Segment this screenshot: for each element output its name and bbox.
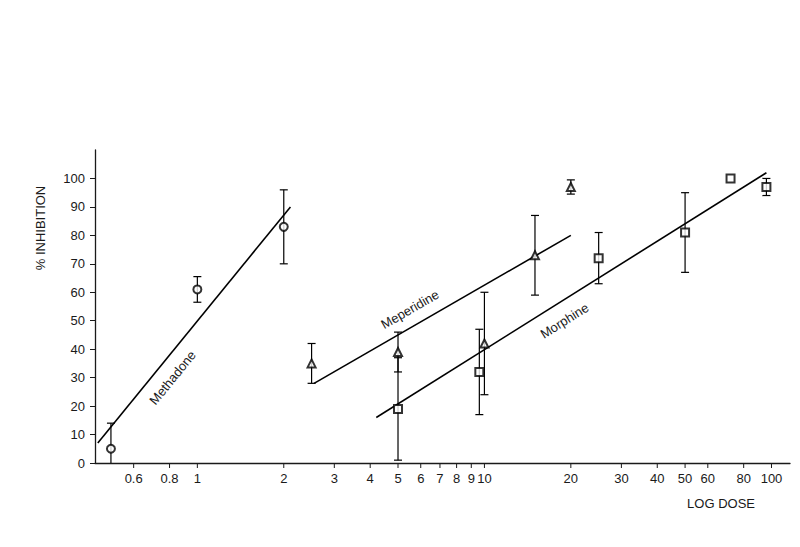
svg-text:20: 20: [564, 471, 578, 486]
svg-text:1: 1: [194, 471, 201, 486]
svg-text:6: 6: [417, 471, 424, 486]
svg-text:0.6: 0.6: [125, 471, 143, 486]
svg-text:30: 30: [71, 370, 85, 385]
svg-text:80: 80: [71, 228, 85, 243]
svg-text:% INHIBITION: % INHIBITION: [33, 186, 48, 271]
svg-text:Methadone: Methadone: [146, 348, 199, 408]
svg-text:60: 60: [701, 471, 715, 486]
svg-text:60: 60: [71, 285, 85, 300]
svg-text:2: 2: [280, 471, 287, 486]
svg-text:40: 40: [650, 471, 664, 486]
svg-text:50: 50: [678, 471, 692, 486]
svg-text:50: 50: [71, 313, 85, 328]
svg-text:3: 3: [331, 471, 338, 486]
svg-text:0.8: 0.8: [160, 471, 178, 486]
svg-text:7: 7: [436, 471, 443, 486]
svg-text:100: 100: [761, 471, 783, 486]
svg-text:0: 0: [78, 456, 85, 471]
svg-text:100: 100: [63, 171, 85, 186]
svg-text:30: 30: [614, 471, 628, 486]
svg-text:20: 20: [71, 399, 85, 414]
svg-text:LOG DOSE: LOG DOSE: [687, 496, 755, 511]
svg-text:10: 10: [71, 427, 85, 442]
svg-text:80: 80: [736, 471, 750, 486]
svg-text:Morphine: Morphine: [538, 300, 592, 341]
svg-text:9: 9: [468, 471, 475, 486]
svg-text:10: 10: [477, 471, 491, 486]
svg-text:5: 5: [394, 471, 401, 486]
svg-text:4: 4: [367, 471, 374, 486]
svg-text:Meperidine: Meperidine: [378, 287, 441, 332]
svg-text:8: 8: [453, 471, 460, 486]
svg-text:90: 90: [71, 199, 85, 214]
svg-text:70: 70: [71, 256, 85, 271]
svg-text:40: 40: [71, 342, 85, 357]
